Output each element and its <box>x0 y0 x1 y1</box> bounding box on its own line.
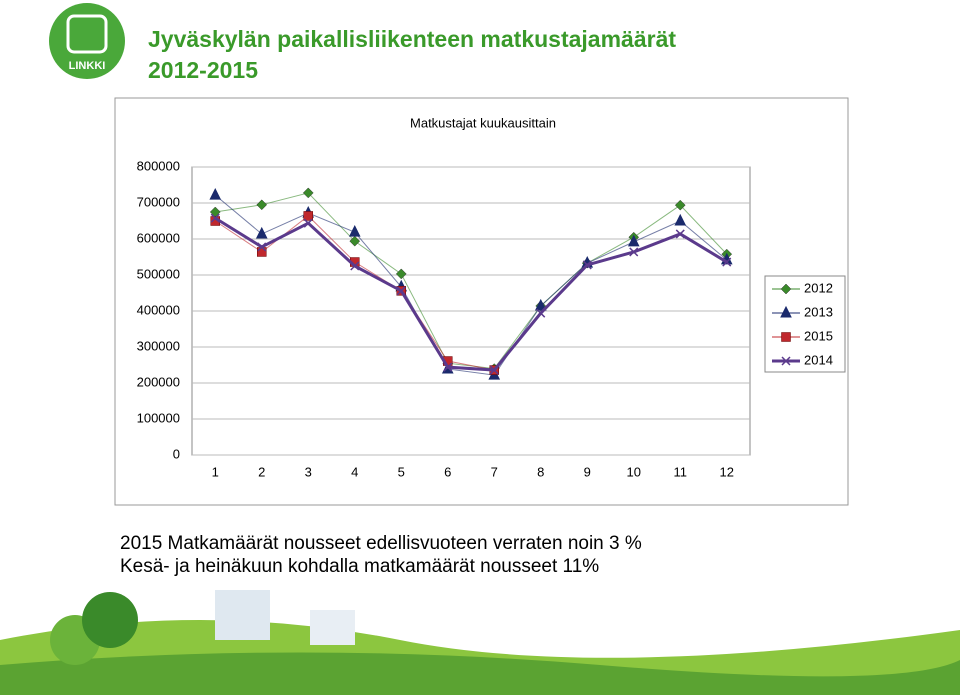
point <box>256 199 268 211</box>
point <box>674 199 686 211</box>
point <box>536 308 546 318</box>
legend-marker <box>781 356 791 366</box>
point <box>303 211 313 221</box>
point <box>534 298 547 311</box>
y-tick-label: 300000 <box>137 338 180 353</box>
slide-title: 2012-2015 <box>148 57 258 83</box>
y-tick-label: 700000 <box>137 194 180 209</box>
slide-title: Jyväskylän paikallisliikenteen matkustaj… <box>148 26 676 52</box>
legend-label: 2013 <box>804 304 833 319</box>
y-tick-label: 200000 <box>137 374 180 389</box>
point <box>582 260 592 270</box>
x-tick-label: 12 <box>720 464 734 479</box>
legend <box>764 275 846 373</box>
point <box>629 247 639 257</box>
point <box>348 225 361 237</box>
y-tick-label: 400000 <box>137 302 180 317</box>
legend-label: 2014 <box>804 352 833 367</box>
y-tick-label: 600000 <box>137 230 180 245</box>
legend-marker <box>780 305 792 318</box>
y-tick-label: 0 <box>173 446 180 461</box>
x-tick-label: 10 <box>627 464 641 479</box>
logo-bus <box>66 14 108 54</box>
x-tick-label: 8 <box>537 464 544 479</box>
point <box>209 187 222 200</box>
point <box>350 261 360 271</box>
point <box>303 218 313 228</box>
body-text: 2015 Matkamäärät nousseet edellisvuoteen… <box>120 533 642 554</box>
point <box>627 234 640 247</box>
x-tick-label: 3 <box>305 464 312 479</box>
point <box>722 257 732 267</box>
logo-text: LINKKI <box>69 60 106 72</box>
legend-label: 2012 <box>804 280 833 295</box>
building <box>310 610 355 645</box>
point <box>302 187 314 199</box>
landscape <box>0 652 960 695</box>
point <box>675 229 685 239</box>
point <box>210 213 220 223</box>
point <box>396 286 406 296</box>
body-text: Kesä- ja heinäkuun kohdalla matkamäärät … <box>120 556 599 577</box>
legend-marker <box>780 283 792 295</box>
x-tick-label: 11 <box>674 464 688 479</box>
building <box>215 590 270 640</box>
point <box>349 235 361 247</box>
point <box>674 213 687 226</box>
series-line <box>214 216 728 372</box>
point <box>443 362 453 372</box>
point <box>257 242 267 252</box>
x-tick-label: 9 <box>584 464 591 479</box>
x-tick-label: 2 <box>258 464 265 479</box>
x-tick-label: 6 <box>444 464 451 479</box>
legend-marker <box>781 332 791 342</box>
tree <box>82 592 138 648</box>
point <box>255 226 268 239</box>
series-line <box>214 194 728 376</box>
point <box>395 268 407 280</box>
chart-title: Matkustajat kuukausittain <box>410 115 556 130</box>
x-tick-label: 4 <box>351 464 358 479</box>
x-tick-label: 1 <box>212 464 219 479</box>
legend-label: 2015 <box>804 328 833 343</box>
y-tick-label: 500000 <box>137 266 180 281</box>
y-tick-label: 800000 <box>137 158 180 173</box>
point <box>489 365 499 375</box>
x-tick-label: 5 <box>398 464 405 479</box>
point <box>257 247 267 257</box>
y-tick-label: 100000 <box>137 410 180 425</box>
x-tick-label: 7 <box>491 464 498 479</box>
